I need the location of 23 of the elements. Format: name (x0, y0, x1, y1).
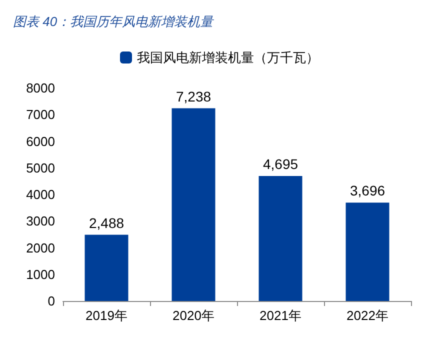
x-tick-label: 2022年 (346, 308, 388, 323)
bar (84, 234, 128, 301)
x-tick-label: 2019年 (86, 308, 128, 323)
chart-title: 图表 40：我国历年风电新增装机量 (13, 14, 216, 29)
y-tick-label: 4000 (26, 187, 55, 202)
bar (346, 202, 390, 301)
y-tick-label: 5000 (26, 160, 55, 176)
y-tick-label: 0 (48, 294, 55, 308)
text: 7,238 (176, 88, 212, 104)
bar (172, 108, 216, 301)
legend-label: 我国风电新增装机量（万千瓦） (137, 50, 319, 65)
y-tick-label: 8000 (26, 80, 55, 96)
y-tick-label: 7000 (26, 107, 55, 122)
x-tick-label: 2020年 (172, 308, 214, 323)
y-tick-label: 2000 (26, 240, 55, 256)
bar (258, 176, 302, 301)
text: 3,696 (350, 182, 386, 199)
text: 2,488 (88, 214, 124, 231)
y-tick-label: 6000 (26, 134, 55, 149)
y-tick-label: 1000 (26, 266, 55, 282)
x-tick-label: 2021年 (260, 308, 302, 323)
text: 4,695 (262, 156, 298, 172)
y-tick-label: 3000 (26, 214, 55, 229)
